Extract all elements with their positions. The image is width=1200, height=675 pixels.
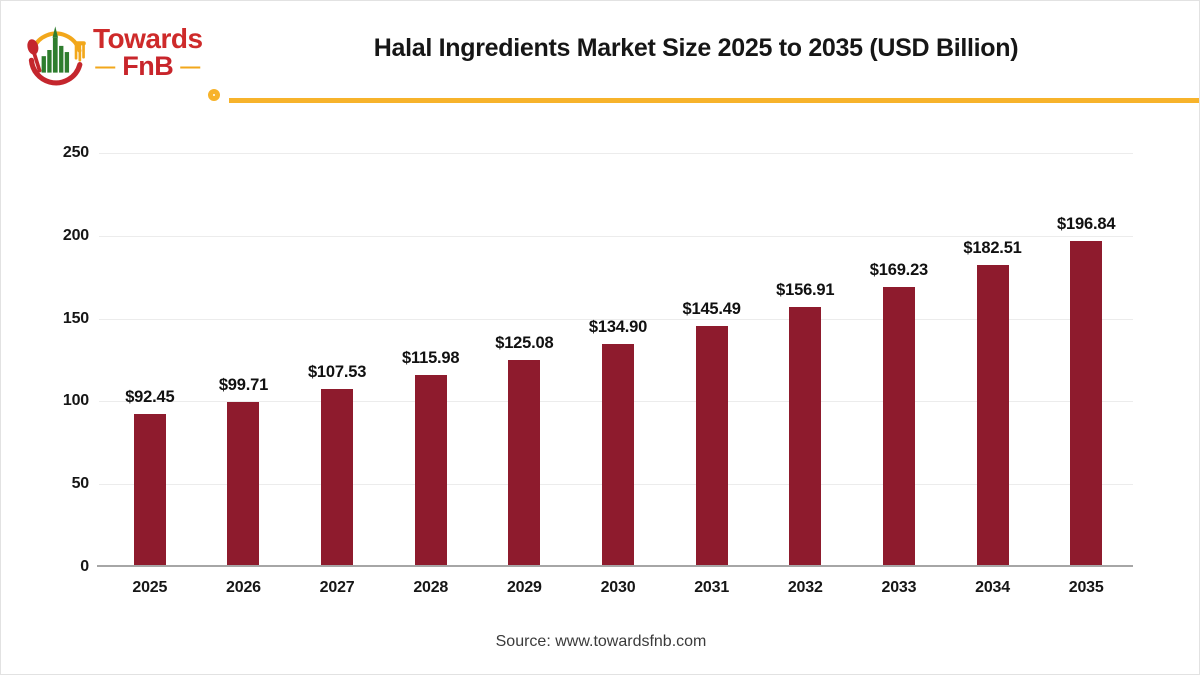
brand-emblem-icon [27,26,86,86]
gridline [99,153,1133,154]
bar-value-label: $125.08 [495,333,554,352]
source-text: Source: www.towardsfnb.com [495,633,707,650]
bar-value-label: $107.53 [307,362,367,381]
x-tick-label: 2032 [787,579,823,596]
bar-2027 [321,388,354,567]
x-tick-label: 2027 [319,579,355,596]
divider-ring-icon [208,89,220,101]
y-tick-label: 250 [62,144,89,161]
bar-value-label: $92.45 [125,387,175,406]
y-tick-label: 0 [80,558,89,575]
y-tick-label: 100 [62,392,89,410]
bar-2030 [602,343,634,567]
bar-value-label: $115.98 [402,348,460,367]
plot-area: $92.45 2025 $99.71 2026 $107.53 2027 $115.98 20… [97,153,1133,596]
gridline [99,318,1133,320]
bar-value-label: $145.49 [682,300,741,319]
x-tick-label: 2029 [506,579,542,596]
x-tick-label: 2031 [694,579,730,596]
logo-dash-left-icon: — [95,55,116,78]
bar-2032 [789,307,822,567]
y-tick-label: 200 [62,226,89,244]
y-tick-label: 150 [62,309,89,327]
bar-value-label: $134.90 [588,317,648,336]
x-tick-label: 2025 [132,579,168,596]
y-tick-label: 50 [71,475,90,493]
spoon-icon [27,39,42,73]
x-tick-label: 2028 [413,579,449,596]
bar-value-label: $196.84 [1057,215,1116,234]
bar-value-label: $99.71 [218,375,269,394]
x-tick-label: 2034 [975,579,1010,596]
brand-name-fnb: FnB [122,51,174,82]
title-divider-line [229,98,1199,103]
bar-2035 [1070,241,1103,567]
bar-value-label: $169.23 [869,260,929,279]
x-tick-label: 2026 [226,579,261,596]
gridline [99,235,1133,237]
logo-dash-right-icon: — [180,55,201,78]
bar-2031 [695,326,728,567]
bar-2029 [508,359,541,567]
bar-2033 [882,286,915,567]
x-tick-label: 2035 [1068,579,1104,596]
x-tick-label: 2030 [600,579,636,596]
bar-2034 [976,264,1009,567]
bar-2025 [133,413,166,567]
bar-2028 [414,374,447,567]
x-tick-label: 2033 [881,579,917,596]
brand-logo: Towards — FnB — [25,13,203,87]
brand-wordmark: Towards — FnB — [93,22,203,82]
chart-title: Halal Ingredients Market Size 2025 to 20… [373,34,1019,62]
x-axis-line [97,565,1133,567]
bar-value-label: $156.91 [776,281,835,300]
fork-icon [73,41,86,62]
bar-value-label: $182.51 [963,238,1022,257]
brand-name-towards: Towards [93,22,203,54]
bar-2026 [227,401,260,567]
